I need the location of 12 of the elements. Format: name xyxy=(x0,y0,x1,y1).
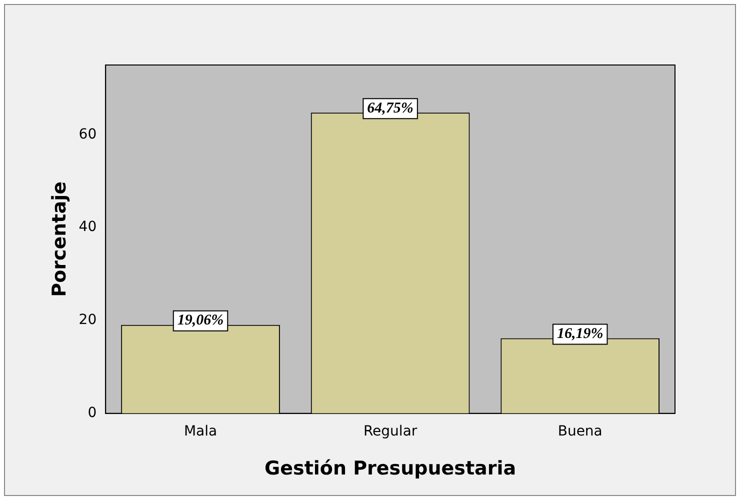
y-tick-label: 60 xyxy=(78,126,97,142)
y-axis-title: Porcentaje xyxy=(48,182,70,297)
x-axis-title: Gestión Presupuestaria xyxy=(264,458,516,480)
y-tick-label: 40 xyxy=(78,219,97,236)
data-label: 16,19% xyxy=(556,326,604,342)
y-tick-label: 0 xyxy=(88,405,97,422)
x-tick-label: Buena xyxy=(558,423,602,440)
y-tick-label: 20 xyxy=(78,312,97,328)
x-tick-label: Regular xyxy=(363,423,418,440)
data-label: 19,06% xyxy=(177,312,224,329)
data-label: 64,75% xyxy=(367,100,414,116)
x-tick-label: Mala xyxy=(184,423,218,440)
